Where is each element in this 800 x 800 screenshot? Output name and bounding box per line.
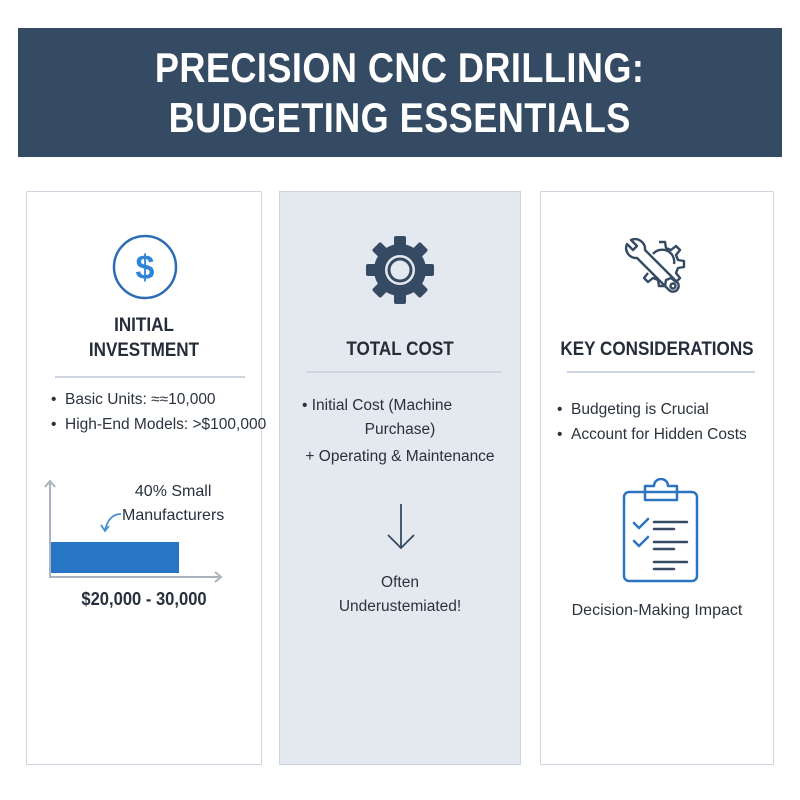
- card-title: TOTAL COST: [346, 339, 454, 360]
- divider: [55, 376, 245, 378]
- card-title: KEY CONSIDERATIONS: [560, 339, 754, 360]
- bullet-dot: •: [557, 426, 563, 443]
- gear-icon: [366, 236, 434, 304]
- bullet-item: • Basic Units: ≈≈10,000: [51, 387, 266, 412]
- bullet-text: Basic Units: ≈≈10,000: [65, 391, 216, 408]
- clipboard-checklist-icon: [622, 478, 699, 583]
- bullet-text: High-End Models: >$100,000: [65, 416, 267, 433]
- bullet-item: • Budgeting is Crucial: [557, 397, 747, 422]
- formula-line-1: • Initial Cost (Machine: [302, 397, 453, 414]
- formula-line-2: Purchase): [364, 421, 436, 438]
- dollar-circle-icon: $: [112, 234, 178, 300]
- down-arrow-icon: [387, 504, 415, 550]
- formula-line-3: + Operating & Maintenance: [305, 448, 495, 465]
- bullet-list: • Basic Units: ≈≈10,000 • High-End Model…: [51, 387, 266, 437]
- svg-text:$: $: [136, 249, 155, 287]
- card-key-considerations: KEY CONSIDERATIONS • Budgeting is Crucia…: [540, 191, 774, 765]
- x-axis: [49, 576, 219, 578]
- annotation-line-1: 40% Small: [134, 483, 212, 500]
- y-axis: [49, 483, 51, 578]
- bar-small-manufacturers: [51, 542, 179, 573]
- bullet-text: Budgeting is Crucial: [571, 401, 709, 418]
- bullet-text: Account for Hidden Costs: [571, 426, 747, 443]
- title-line-1: PRECISION CNC DRILLING:: [155, 43, 645, 91]
- annotation-line-2: Manufacturers: [122, 507, 225, 524]
- card-total-cost: TOTAL COST • Initial Cost (Machine Purch…: [279, 191, 521, 765]
- result-line-2: Underustemiated!: [338, 598, 462, 615]
- bullet-dot: •: [51, 416, 57, 433]
- wrench-gear-icon: [625, 238, 686, 293]
- card-title-line-2: INVESTMENT: [88, 340, 200, 361]
- curved-arrow-icon: [100, 513, 122, 533]
- card-title-line-1: INITIAL: [114, 315, 174, 336]
- title-banner: PRECISION CNC DRILLING: BUDGETING ESSENT…: [18, 28, 782, 157]
- divider: [306, 371, 502, 373]
- decision-caption: Decision-Making Impact: [571, 602, 743, 619]
- range-label: $20,000 - 30,000: [81, 589, 207, 609]
- bullet-dot: •: [51, 391, 57, 408]
- card-initial-investment: $ INITIAL INVESTMENT • Basic Units: ≈≈10…: [26, 191, 266, 765]
- divider: [567, 371, 755, 373]
- result-line-1: Often: [381, 574, 419, 591]
- y-axis-arrowhead-icon: [44, 479, 56, 488]
- bullet-item: • High-End Models: >$100,000: [51, 412, 266, 437]
- bullet-list: • Budgeting is Crucial • Account for Hid…: [557, 397, 747, 447]
- bullet-dot: •: [557, 401, 563, 418]
- title-line-2: BUDGETING ESSENTIALS: [168, 93, 632, 141]
- bullet-item: • Account for Hidden Costs: [557, 422, 747, 447]
- bar-annotation: 40% Small Manufacturers: [122, 480, 224, 528]
- x-axis-arrowhead-icon: [214, 571, 223, 583]
